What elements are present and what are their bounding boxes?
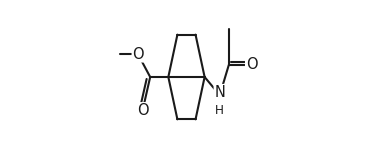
Text: O: O: [137, 103, 149, 118]
Text: N: N: [214, 85, 225, 100]
Text: O: O: [132, 47, 144, 62]
Text: H: H: [215, 104, 224, 117]
Text: O: O: [246, 57, 257, 72]
